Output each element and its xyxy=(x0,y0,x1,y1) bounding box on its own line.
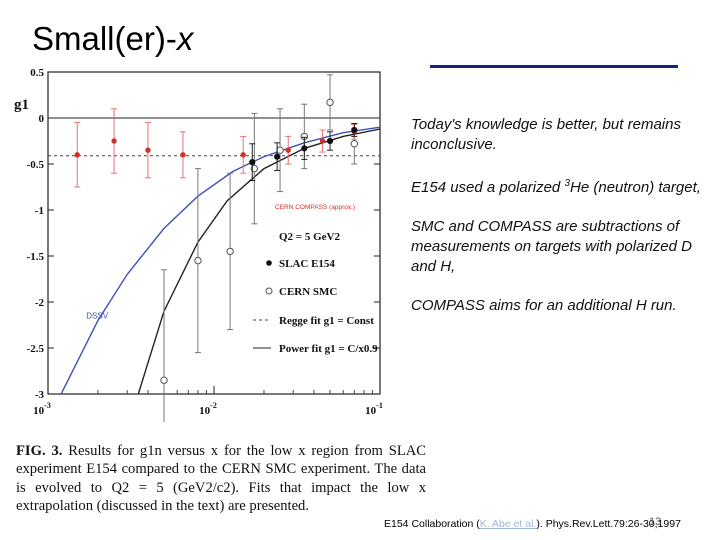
y-tick-label: -3 xyxy=(35,389,45,401)
compass-point xyxy=(111,138,117,144)
caption-text: Results for g1n versus x for the low x r… xyxy=(16,443,427,515)
note-2: E154 used a polarized 3He (neutron) targ… xyxy=(411,178,701,196)
compass-point xyxy=(319,138,326,144)
figure-caption: FIG. 3. Results for g1n versus x for the… xyxy=(16,442,426,516)
x-tick-label: 10-3 xyxy=(33,401,51,417)
compass-point xyxy=(180,152,186,158)
title-variable: x xyxy=(176,20,194,57)
smc-point xyxy=(276,146,284,154)
legend-smc-marker xyxy=(265,287,273,295)
legend-regge: Regge fit g1 = Const xyxy=(279,315,374,327)
legend-e154-marker xyxy=(266,260,272,266)
caption-label: FIG. 3. xyxy=(16,443,63,459)
legend-e154: SLAC E154 xyxy=(279,258,335,270)
dssv-curve xyxy=(60,126,381,395)
notes-panel: Today's knowledge is better, but remains… xyxy=(411,115,711,335)
legend-power: Power fit g1 = C/x0.9 xyxy=(279,343,378,355)
smc-point xyxy=(160,376,168,384)
y-tick-label: -2 xyxy=(35,297,45,309)
y-tick-label: -0.5 xyxy=(27,159,45,171)
e154-point xyxy=(301,145,308,152)
e154-point xyxy=(351,126,358,134)
y-tick-label: -1.5 xyxy=(27,251,45,263)
y-tick-label: 0 xyxy=(39,113,45,125)
title-underline xyxy=(430,65,678,68)
y-tick-label: -2.5 xyxy=(27,343,45,355)
note-4: COMPASS aims for an additional H run. xyxy=(411,297,677,314)
smc-point xyxy=(350,140,358,148)
x-axis-label: x xyxy=(210,420,218,422)
compass-point xyxy=(285,147,291,153)
x-tick-label: 10-1 xyxy=(365,401,383,417)
title-main: Small(er)- xyxy=(32,20,177,57)
e154-point xyxy=(326,137,334,145)
y-axis-label: g1 xyxy=(14,97,29,113)
e154-point xyxy=(274,153,281,160)
y-tick-label: 0.5 xyxy=(30,67,44,79)
dssv-label: DSSV xyxy=(86,312,108,321)
smc-point xyxy=(226,247,234,256)
compass-point xyxy=(240,152,246,158)
compass-point xyxy=(74,152,80,158)
citation-link[interactable]: K. Abe et al. xyxy=(479,518,537,530)
page-number: 13 xyxy=(649,516,662,528)
y-tick-label: -1 xyxy=(35,205,44,217)
legend-compass: CERN COMPASS (approx.) xyxy=(275,204,355,211)
power-fit-curve xyxy=(137,128,381,395)
slide-title: Small(er)-x xyxy=(32,20,193,58)
chart-figure: 0.5 0 -0.5 -1 -1.5 -2 -2.5 -310-3 10-2 10-1 g1 x DSS… xyxy=(10,62,402,422)
smc-point xyxy=(326,98,334,107)
x-tick-label: 10-2 xyxy=(199,401,217,417)
e154-point xyxy=(249,159,256,166)
compass-point xyxy=(145,147,151,153)
citation: E154 Collaboration (K. Abe et al.). Phys… xyxy=(384,518,681,530)
legend-q2: Q2 = 5 GeV2 xyxy=(279,231,340,243)
smc-point xyxy=(194,256,202,265)
legend-smc: CERN SMC xyxy=(279,286,337,298)
note-3: SMC and COMPASS are subtractions of meas… xyxy=(411,218,692,275)
note-1: Today's knowledge is better, but remains… xyxy=(411,116,681,153)
